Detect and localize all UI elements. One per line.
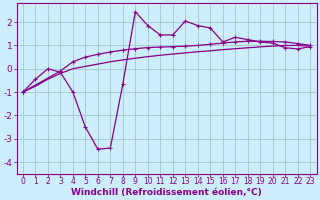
X-axis label: Windchill (Refroidissement éolien,°C): Windchill (Refroidissement éolien,°C) [71, 188, 262, 197]
